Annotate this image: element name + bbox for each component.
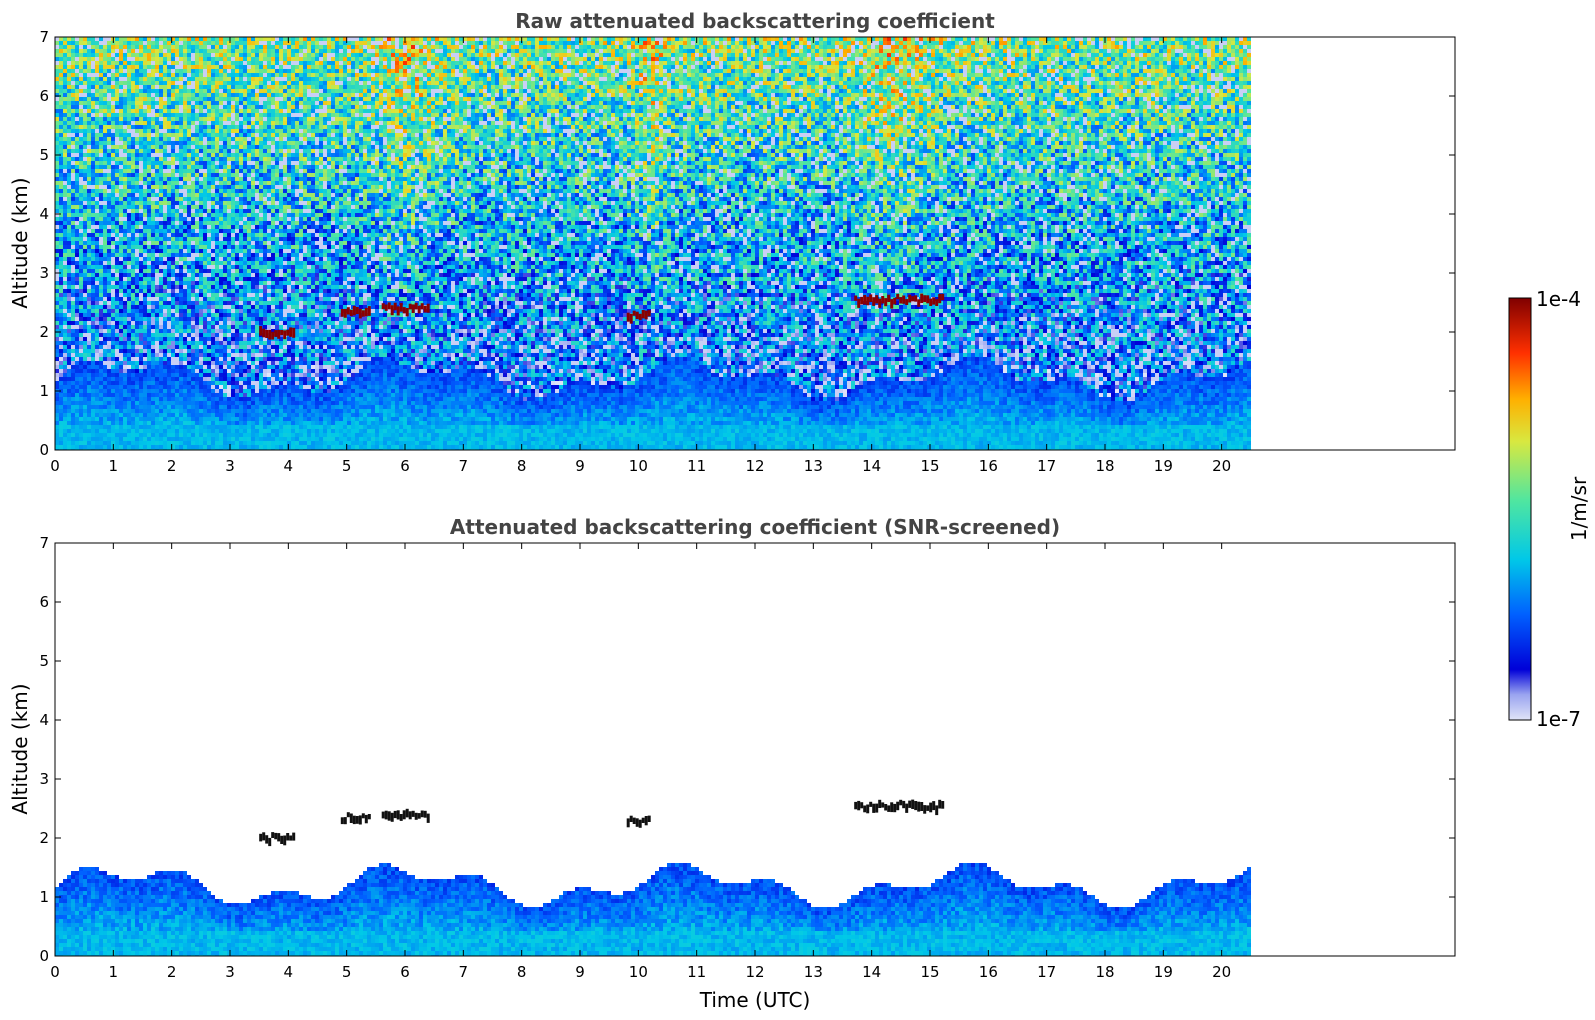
colorbar-min-label: 1e-7: [1536, 707, 1581, 731]
colorbar-gradient: [1508, 297, 1532, 721]
x-tick-label: 13: [804, 963, 823, 981]
x-tick-label: 20: [1212, 457, 1231, 475]
x-tick-label: 5: [342, 963, 352, 981]
x-tick-label: 17: [1037, 457, 1056, 475]
heatmap-screened: [55, 799, 1251, 956]
colorbar-max-label: 1e-4: [1536, 287, 1581, 311]
x-tick-label: 18: [1095, 963, 1114, 981]
y-tick-label: 6: [39, 593, 49, 611]
x-tick-label: 2: [167, 457, 177, 475]
y-tick-label: 7: [39, 28, 49, 46]
y-tick-label: 5: [39, 146, 49, 164]
x-tick-label: 0: [50, 963, 60, 981]
x-tick-label: 2: [167, 963, 177, 981]
x-tick-label: 7: [459, 457, 469, 475]
x-tick-label: 19: [1154, 457, 1173, 475]
x-tick-label: 12: [745, 457, 764, 475]
y-tick-label: 7: [39, 534, 49, 552]
x-tick-label: 3: [225, 963, 235, 981]
y-ticks-raw: 0 1 2 3 4 5 6 7: [39, 28, 1455, 459]
x-axis-label: Time (UTC): [699, 988, 811, 1012]
panel-raw-backscatter: Raw attenuated backscattering coefficien…: [8, 9, 1456, 475]
y-tick-label: 0: [39, 441, 49, 459]
x-tick-label: 14: [862, 457, 881, 475]
y-tick-label: 1: [39, 888, 49, 906]
x-tick-label: 20: [1212, 963, 1231, 981]
y-tick-label: 2: [39, 323, 49, 341]
x-tick-label: 7: [459, 963, 469, 981]
x-tick-label: 16: [979, 457, 998, 475]
x-tick-label: 1: [109, 963, 119, 981]
x-tick-label: 3: [225, 457, 235, 475]
colorbar-unit-label: 1/m/sr: [1567, 476, 1591, 541]
x-tick-label: 11: [687, 963, 706, 981]
x-tick-label: 8: [517, 963, 527, 981]
x-tick-label: 5: [342, 457, 352, 475]
x-tick-label: 6: [400, 963, 410, 981]
panel-screened-title: Attenuated backscattering coefficient (S…: [450, 515, 1060, 539]
x-tick-label: 17: [1037, 963, 1056, 981]
heatmap-raw: [55, 37, 1251, 450]
x-tick-label: 10: [629, 963, 648, 981]
x-ticks-raw: 0 1 2 3 4 5 6 7 8 9 10 11 12 13 14 15 16 17 18 19 20: [50, 37, 1231, 475]
x-tick-label: 0: [50, 457, 60, 475]
x-tick-label: 15: [920, 963, 939, 981]
x-tick-label: 16: [979, 963, 998, 981]
y-axis-label-raw: Altitude (km): [8, 177, 32, 308]
x-tick-label: 9: [575, 963, 585, 981]
x-tick-label: 15: [920, 457, 939, 475]
x-tick-label: 1: [109, 457, 119, 475]
x-tick-label: 8: [517, 457, 527, 475]
y-tick-label: 3: [39, 770, 49, 788]
x-tick-label: 10: [629, 457, 648, 475]
x-ticks-screened: 0 1 2 3 4 5 6 7 8 9 10 11 12 13 14 15 16 17 18 19 20: [50, 543, 1231, 981]
y-tick-label: 1: [39, 382, 49, 400]
y-tick-label: 0: [39, 947, 49, 965]
panel-snr-screened: Attenuated backscattering coefficient (S…: [8, 515, 1456, 1012]
x-tick-label: 11: [687, 457, 706, 475]
y-axis-label-screened: Altitude (km): [8, 683, 32, 814]
y-ticks-screened: 0 1 2 3 4 5 6 7: [39, 534, 1455, 965]
y-tick-label: 5: [39, 652, 49, 670]
x-tick-label: 12: [745, 963, 764, 981]
x-tick-label: 18: [1095, 457, 1114, 475]
y-tick-label: 3: [39, 264, 49, 282]
x-tick-label: 9: [575, 457, 585, 475]
panel-raw-title: Raw attenuated backscattering coefficien…: [515, 9, 995, 33]
y-tick-label: 4: [39, 711, 49, 729]
x-tick-label: 19: [1154, 963, 1173, 981]
colorbar: 1e-4 1e-7 1/m/sr: [1508, 287, 1591, 731]
x-tick-label: 4: [284, 963, 294, 981]
y-tick-label: 6: [39, 87, 49, 105]
y-tick-label: 2: [39, 829, 49, 847]
x-tick-label: 14: [862, 963, 881, 981]
x-tick-label: 4: [284, 457, 294, 475]
x-tick-label: 13: [804, 457, 823, 475]
y-tick-label: 4: [39, 205, 49, 223]
x-tick-label: 6: [400, 457, 410, 475]
